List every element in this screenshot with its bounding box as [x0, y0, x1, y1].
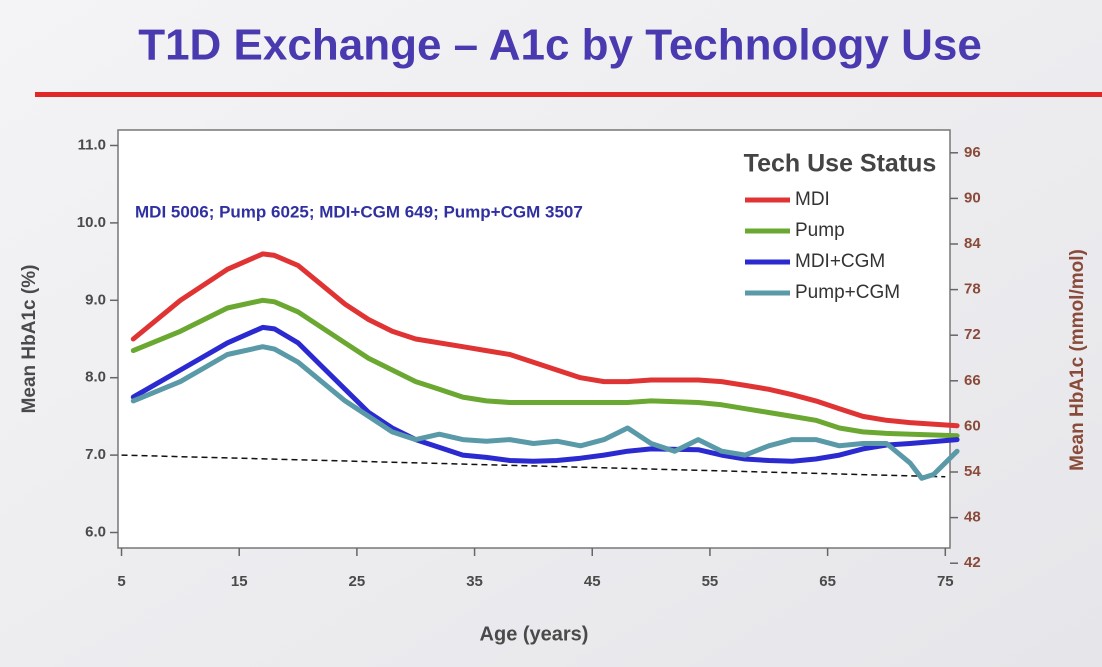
- y-tick-label: 10.0: [77, 214, 106, 231]
- x-tick-label: 75: [937, 573, 954, 590]
- legend-label: Pump: [795, 220, 845, 241]
- x-tick-label: 5: [117, 573, 125, 590]
- series-line: [130, 251, 960, 429]
- annotation: MDI 5006; Pump 6025; MDI+CGM 649; Pump+C…: [135, 202, 583, 221]
- y2-tick-label: 96: [964, 144, 981, 161]
- x-tick-label: 55: [702, 573, 719, 590]
- x-tick-label: 35: [466, 573, 483, 590]
- y2-tick-label: 60: [964, 417, 981, 434]
- y2-tick-label: 54: [964, 463, 981, 480]
- series-line: [130, 297, 960, 439]
- series-line: [130, 344, 960, 481]
- y-tick-label: 8.0: [85, 369, 106, 386]
- x-tick-label: 25: [349, 573, 366, 590]
- y2-tick-label: 90: [964, 189, 981, 206]
- y2-tick-label: 48: [964, 509, 981, 526]
- y2-tick-label: 42: [964, 554, 981, 571]
- y2-axis-label: Mean HbA1c (mmol/mol): [1067, 249, 1088, 471]
- y-tick-label: 6.0: [85, 523, 106, 540]
- legend-title: Tech Use Status: [744, 150, 937, 178]
- plot-area: [117, 129, 951, 549]
- y2-tick-label: 72: [964, 326, 981, 343]
- legend-label: MDI+CGM: [795, 251, 885, 272]
- y-tick-label: 9.0: [85, 291, 106, 308]
- x-tick-label: 15: [231, 573, 248, 590]
- chart-title: T1D Exchange – A1c by Technology Use: [138, 21, 982, 70]
- legend-label: Pump+CGM: [795, 282, 900, 303]
- y-axis-label: Mean HbA1c (%): [19, 265, 40, 414]
- y2-tick-label: 84: [964, 235, 981, 252]
- x-axis-label: Age (years): [480, 623, 589, 645]
- title-rule: [35, 92, 1102, 97]
- x-tick-label: 45: [584, 573, 601, 590]
- series-line: [130, 324, 960, 464]
- y2-tick-label: 66: [964, 372, 981, 389]
- reference-line: [121, 454, 946, 478]
- y-tick-label: 11.0: [78, 136, 106, 153]
- x-tick-label: 65: [819, 573, 836, 590]
- y-tick-label: 7.0: [85, 446, 106, 463]
- y2-tick-label: 78: [964, 281, 981, 298]
- legend-label: MDI: [795, 189, 830, 210]
